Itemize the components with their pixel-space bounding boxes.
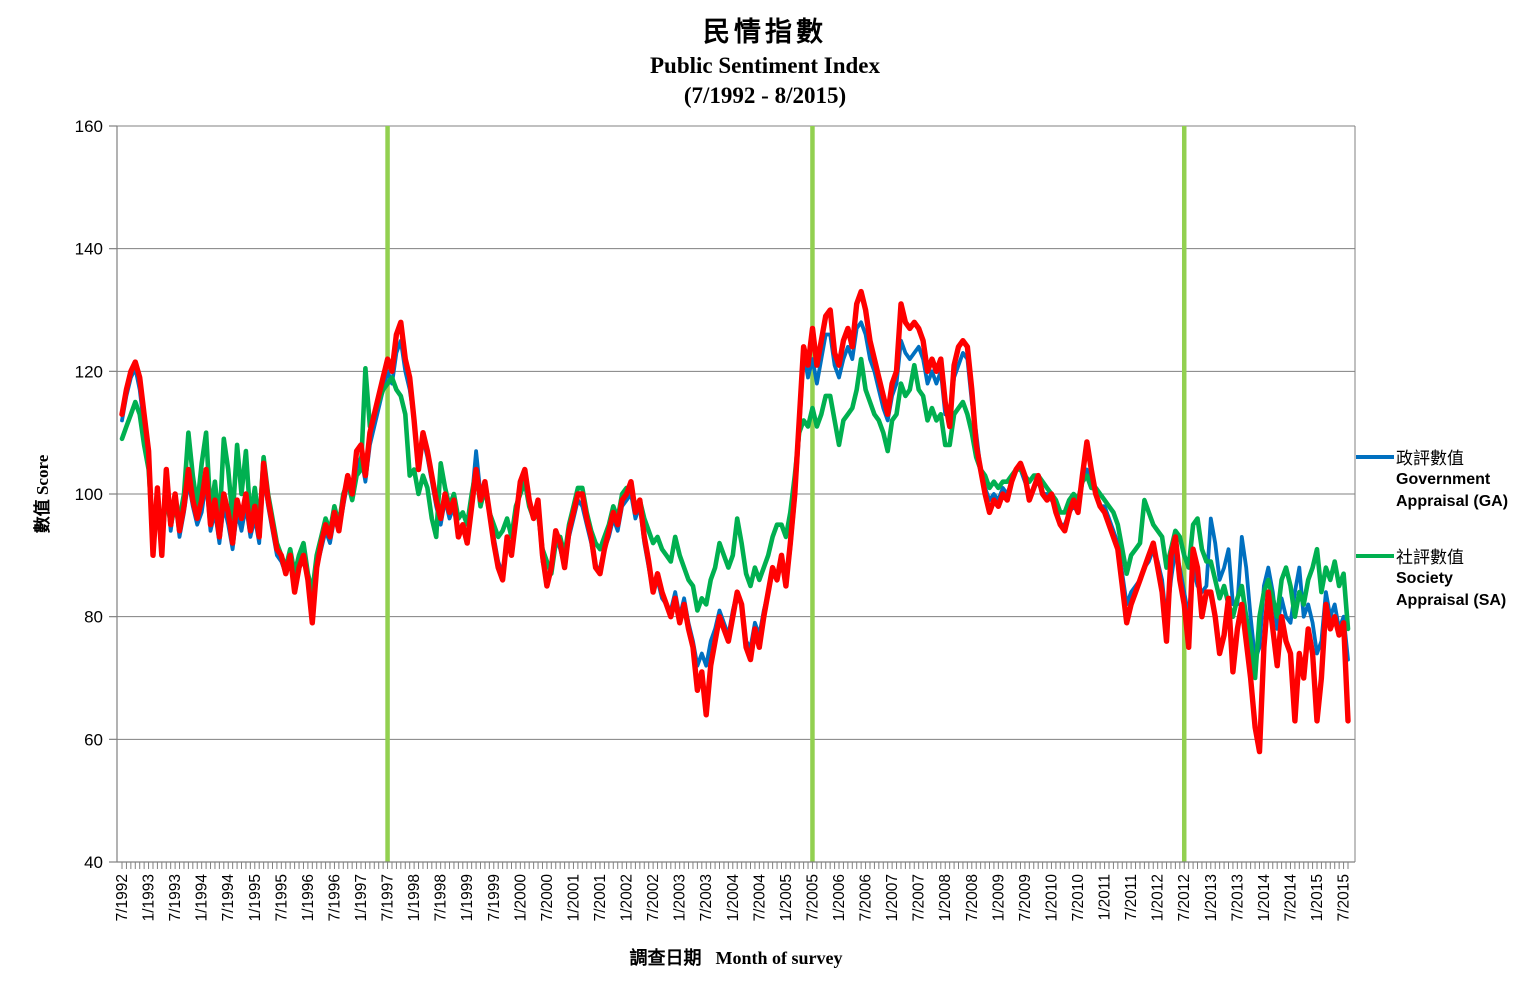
- x-tick-label-7-1992: 7/1992: [114, 874, 131, 921]
- x-tick-label-1-2011: 1/2011: [1097, 874, 1114, 920]
- x-tick-label-7-2015: 7/2015: [1336, 874, 1353, 921]
- ga-line-swatch: [1356, 454, 1394, 459]
- x-tick-label-1-2012: 1/2012: [1150, 874, 1167, 921]
- legend-sa-en1: Society: [1396, 570, 1453, 587]
- x-tick-label-7-2006: 7/2006: [858, 874, 875, 921]
- sa-line-swatch: [1356, 553, 1394, 558]
- x-tick-label-1-1994: 1/1994: [194, 874, 211, 922]
- x-tick-label-7-2001: 7/2001: [592, 874, 609, 921]
- x-tick-label-7-2008: 7/2008: [964, 874, 981, 921]
- x-tick-label-7-2000: 7/2000: [539, 874, 556, 922]
- x-axis-title-zh: 調查日期: [629, 948, 702, 968]
- x-tick-label-7-1995: 7/1995: [273, 874, 290, 921]
- x-tick-label-7-2003: 7/2003: [698, 874, 715, 921]
- legend-item-ga: 政評數值 Government Appraisal (GA): [1356, 444, 1530, 513]
- y-tick-label-60: 60: [84, 730, 103, 749]
- x-tick-label-1-2000: 1/2000: [512, 874, 529, 922]
- x-tick-label-1-1999: 1/1999: [459, 874, 476, 921]
- legend-ga-en1: Government: [1396, 471, 1491, 488]
- x-tick-label-7-2010: 7/2010: [1070, 874, 1087, 922]
- x-tick-label-1-2015: 1/2015: [1309, 874, 1326, 921]
- x-tick-label-7-1998: 7/1998: [433, 874, 450, 921]
- y-tick-label-140: 140: [75, 240, 103, 259]
- y-tick-label-80: 80: [84, 608, 103, 627]
- x-tick-label-1-2004: 1/2004: [725, 874, 742, 922]
- x-tick-label-1-1998: 1/1998: [406, 874, 423, 921]
- y-tick-label-40: 40: [84, 853, 103, 872]
- x-tick-label-1-2002: 1/2002: [619, 874, 636, 921]
- x-tick-label-1-1995: 1/1995: [247, 874, 264, 921]
- x-tick-label-7-2013: 7/2013: [1229, 874, 1246, 921]
- y-tick-label-120: 120: [75, 362, 103, 381]
- x-tick-label-1-2003: 1/2003: [672, 874, 689, 921]
- x-tick-label-7-2004: 7/2004: [751, 874, 768, 922]
- y-axis-title-text: 數值 Score: [33, 454, 52, 534]
- x-tick-label-7-1994: 7/1994: [220, 874, 237, 922]
- legend: 政評數值 Government Appraisal (GA) 社評數值 Soci…: [1356, 444, 1530, 612]
- x-tick-label-1-1997: 1/1997: [353, 874, 370, 921]
- x-tick-label-7-1997: 7/1997: [380, 874, 397, 921]
- x-tick-label-7-2007: 7/2007: [911, 874, 928, 921]
- series-line-2: [119, 288, 1351, 755]
- x-tick-label-7-1996: 7/1996: [326, 874, 343, 921]
- x-tick-label-1-2010: 1/2010: [1043, 874, 1060, 922]
- legend-ga-zh: 政評數值: [1396, 449, 1464, 468]
- x-tick-label-7-2014: 7/2014: [1282, 874, 1299, 922]
- x-tick-label-7-2011: 7/2011: [1123, 874, 1140, 920]
- x-tick-label-1-2001: 1/2001: [565, 874, 582, 921]
- legend-sa-zh: 社評數值: [1396, 548, 1464, 567]
- x-tick-label-7-2002: 7/2002: [645, 874, 662, 921]
- x-axis-title: 調查日期 Month of survey: [117, 944, 1355, 970]
- x-axis-title-en: Month of survey: [715, 948, 843, 968]
- x-tick-label-1-1993: 1/1993: [141, 874, 158, 921]
- x-tick-label-7-2005: 7/2005: [804, 874, 821, 921]
- x-tick-label-7-2009: 7/2009: [1017, 874, 1034, 921]
- legend-sa-en2: Appraisal (SA): [1396, 592, 1507, 609]
- x-tick-label-1-2006: 1/2006: [831, 874, 848, 921]
- x-tick-label-1-2014: 1/2014: [1256, 874, 1273, 922]
- x-tick-label-7-1993: 7/1993: [167, 874, 184, 921]
- x-tick-label-7-2012: 7/2012: [1176, 874, 1193, 921]
- y-tick-label-100: 100: [75, 485, 103, 504]
- x-tick-label-1-2008: 1/2008: [937, 874, 954, 921]
- y-tick-label-160: 160: [75, 117, 103, 136]
- series-line-1: [119, 356, 1351, 681]
- legend-ga-en2: Appraisal (GA): [1396, 493, 1509, 510]
- x-tick-label-1-1996: 1/1996: [300, 874, 317, 921]
- x-tick-label-1-2009: 1/2009: [990, 874, 1007, 921]
- x-tick-label-7-1999: 7/1999: [486, 874, 503, 921]
- legend-item-sa: 社評數值 Society Appraisal (SA): [1356, 543, 1530, 612]
- x-tick-label-1-2007: 1/2007: [884, 874, 901, 921]
- x-tick-label-1-2013: 1/2013: [1203, 874, 1220, 921]
- x-tick-label-1-2005: 1/2005: [778, 874, 795, 921]
